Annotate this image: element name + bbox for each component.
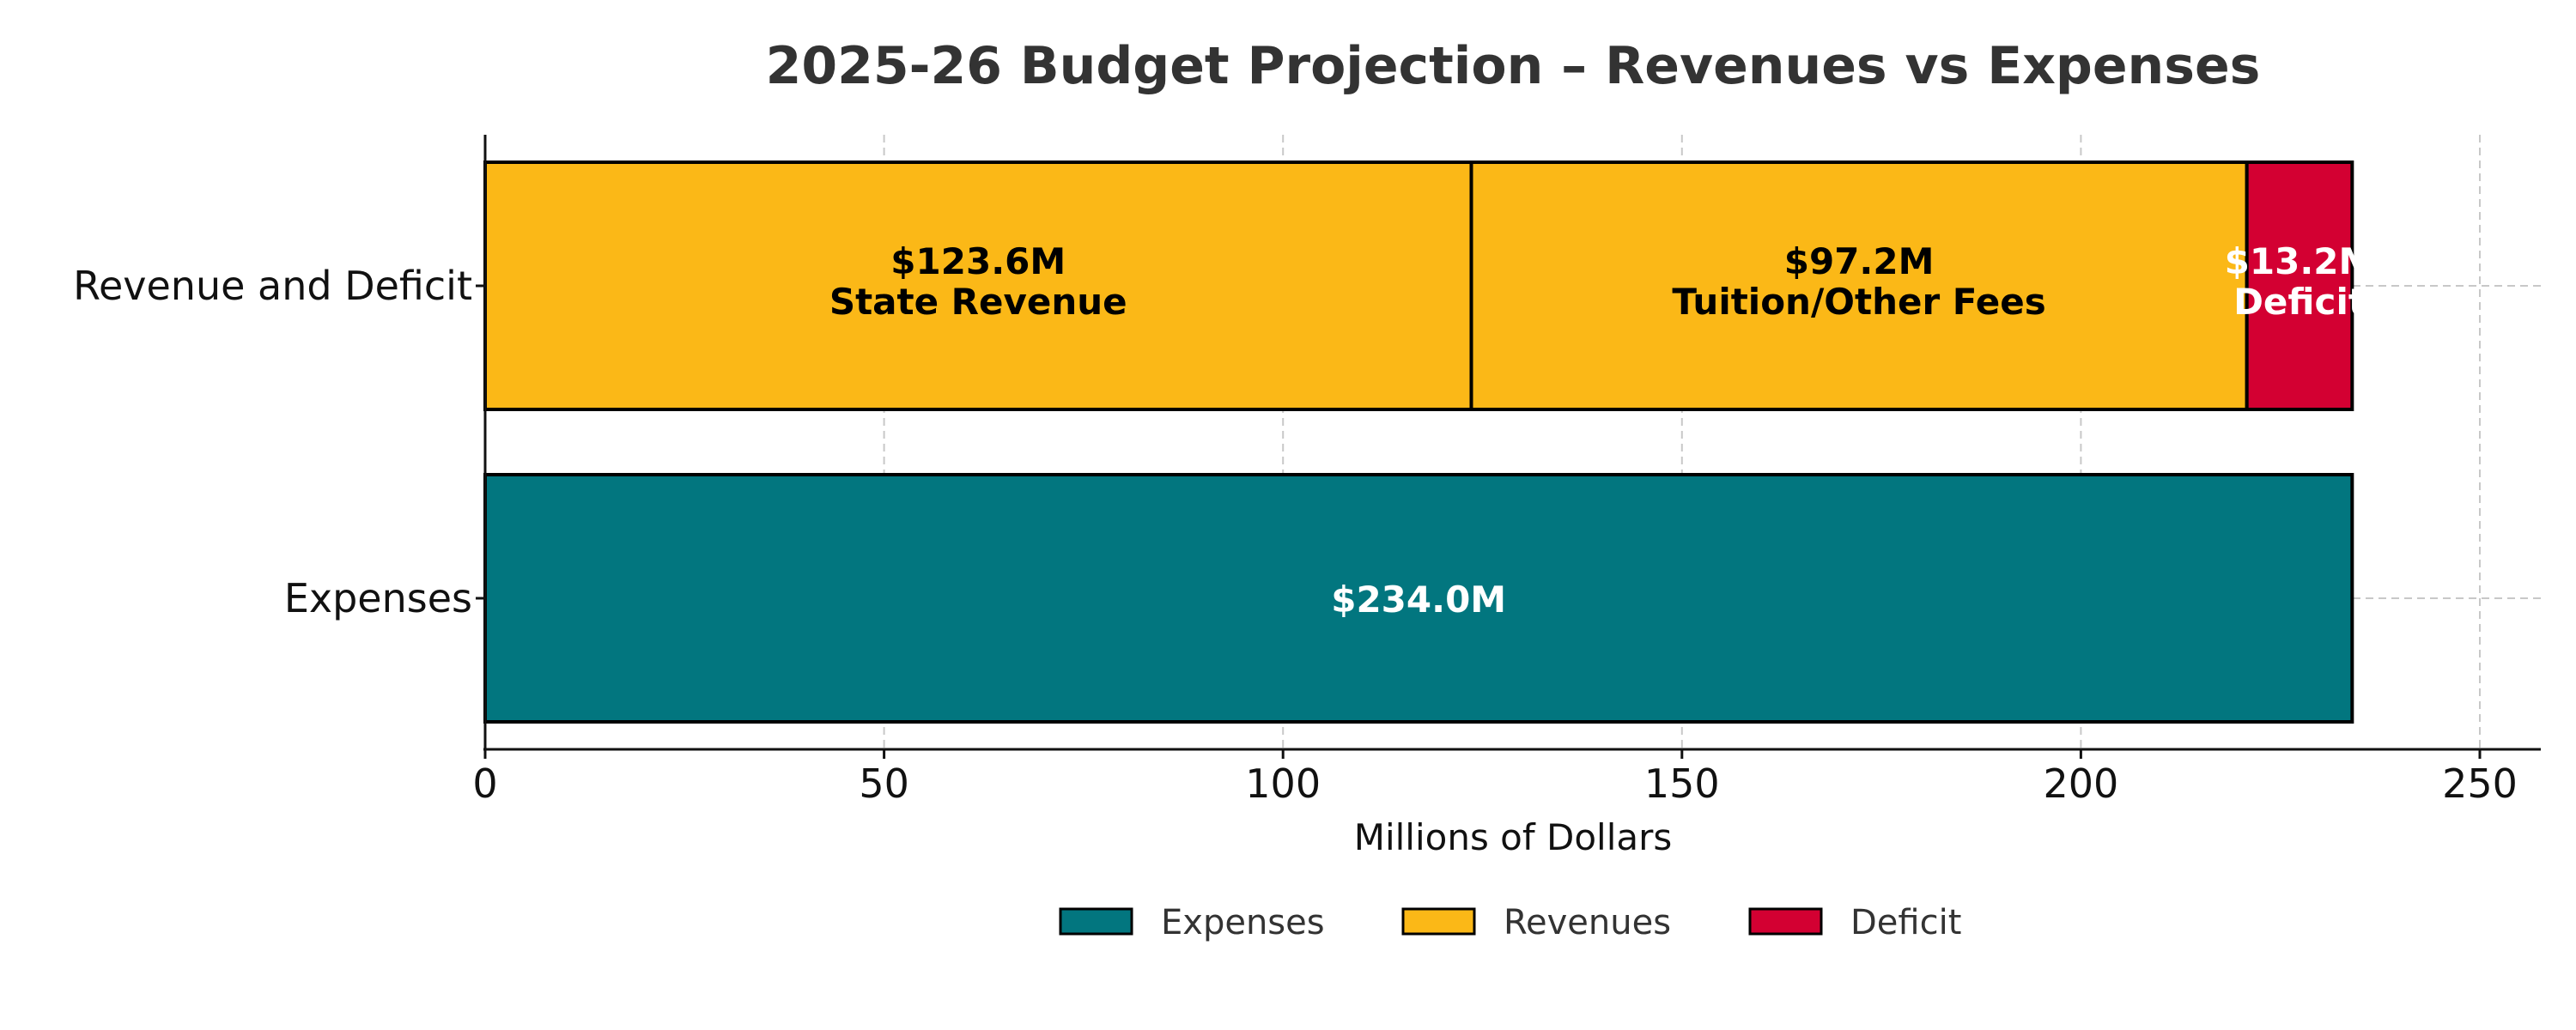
bar-value-label: $123.6M bbox=[890, 240, 1066, 282]
bar-value-label: $13.2M bbox=[2225, 240, 2375, 282]
bar-segment-revenues bbox=[1469, 161, 2249, 411]
bar-name-label: Tuition/Other Fees bbox=[1672, 281, 2045, 323]
legend: Expenses Revenues Deficit bbox=[1059, 903, 1961, 942]
bar-name-label: Deficit bbox=[2233, 281, 2366, 323]
legend-label-deficit: Deficit bbox=[1850, 903, 1961, 942]
x-ticks: 0 50 100 150 200 250 bbox=[472, 749, 2518, 807]
y-ticks: Revenue and Deficit Expenses bbox=[73, 263, 485, 621]
x-tick-label: 250 bbox=[2442, 760, 2518, 807]
bar-name-label: State Revenue bbox=[829, 281, 1127, 323]
x-tick-label: 150 bbox=[1644, 760, 1720, 807]
y-tick-label: Revenue and Deficit bbox=[73, 263, 472, 309]
bar-value-label: $97.2M bbox=[1784, 240, 1935, 282]
x-tick-label: 200 bbox=[2043, 760, 2118, 807]
bar-segment-deficit bbox=[2245, 161, 2354, 411]
y-tick-label: Expenses bbox=[284, 575, 472, 621]
legend-label-expenses: Expenses bbox=[1161, 903, 1325, 942]
chart-title: 2025-26 Budget Projection – Revenues vs … bbox=[766, 36, 2261, 96]
x-tick-label: 50 bbox=[859, 760, 909, 807]
legend-swatch-revenues bbox=[1401, 907, 1476, 936]
legend-label-revenues: Revenues bbox=[1504, 903, 1671, 942]
bar-segment-revenues bbox=[483, 161, 1473, 411]
legend-swatch-expenses bbox=[1059, 907, 1133, 936]
x-axis-label: Millions of Dollars bbox=[1354, 816, 1673, 858]
bar-value-label: $234.0M bbox=[1331, 579, 1506, 621]
legend-swatch-deficit bbox=[1748, 907, 1823, 936]
x-tick-label: 0 bbox=[472, 760, 497, 807]
x-tick-label: 100 bbox=[1245, 760, 1321, 807]
